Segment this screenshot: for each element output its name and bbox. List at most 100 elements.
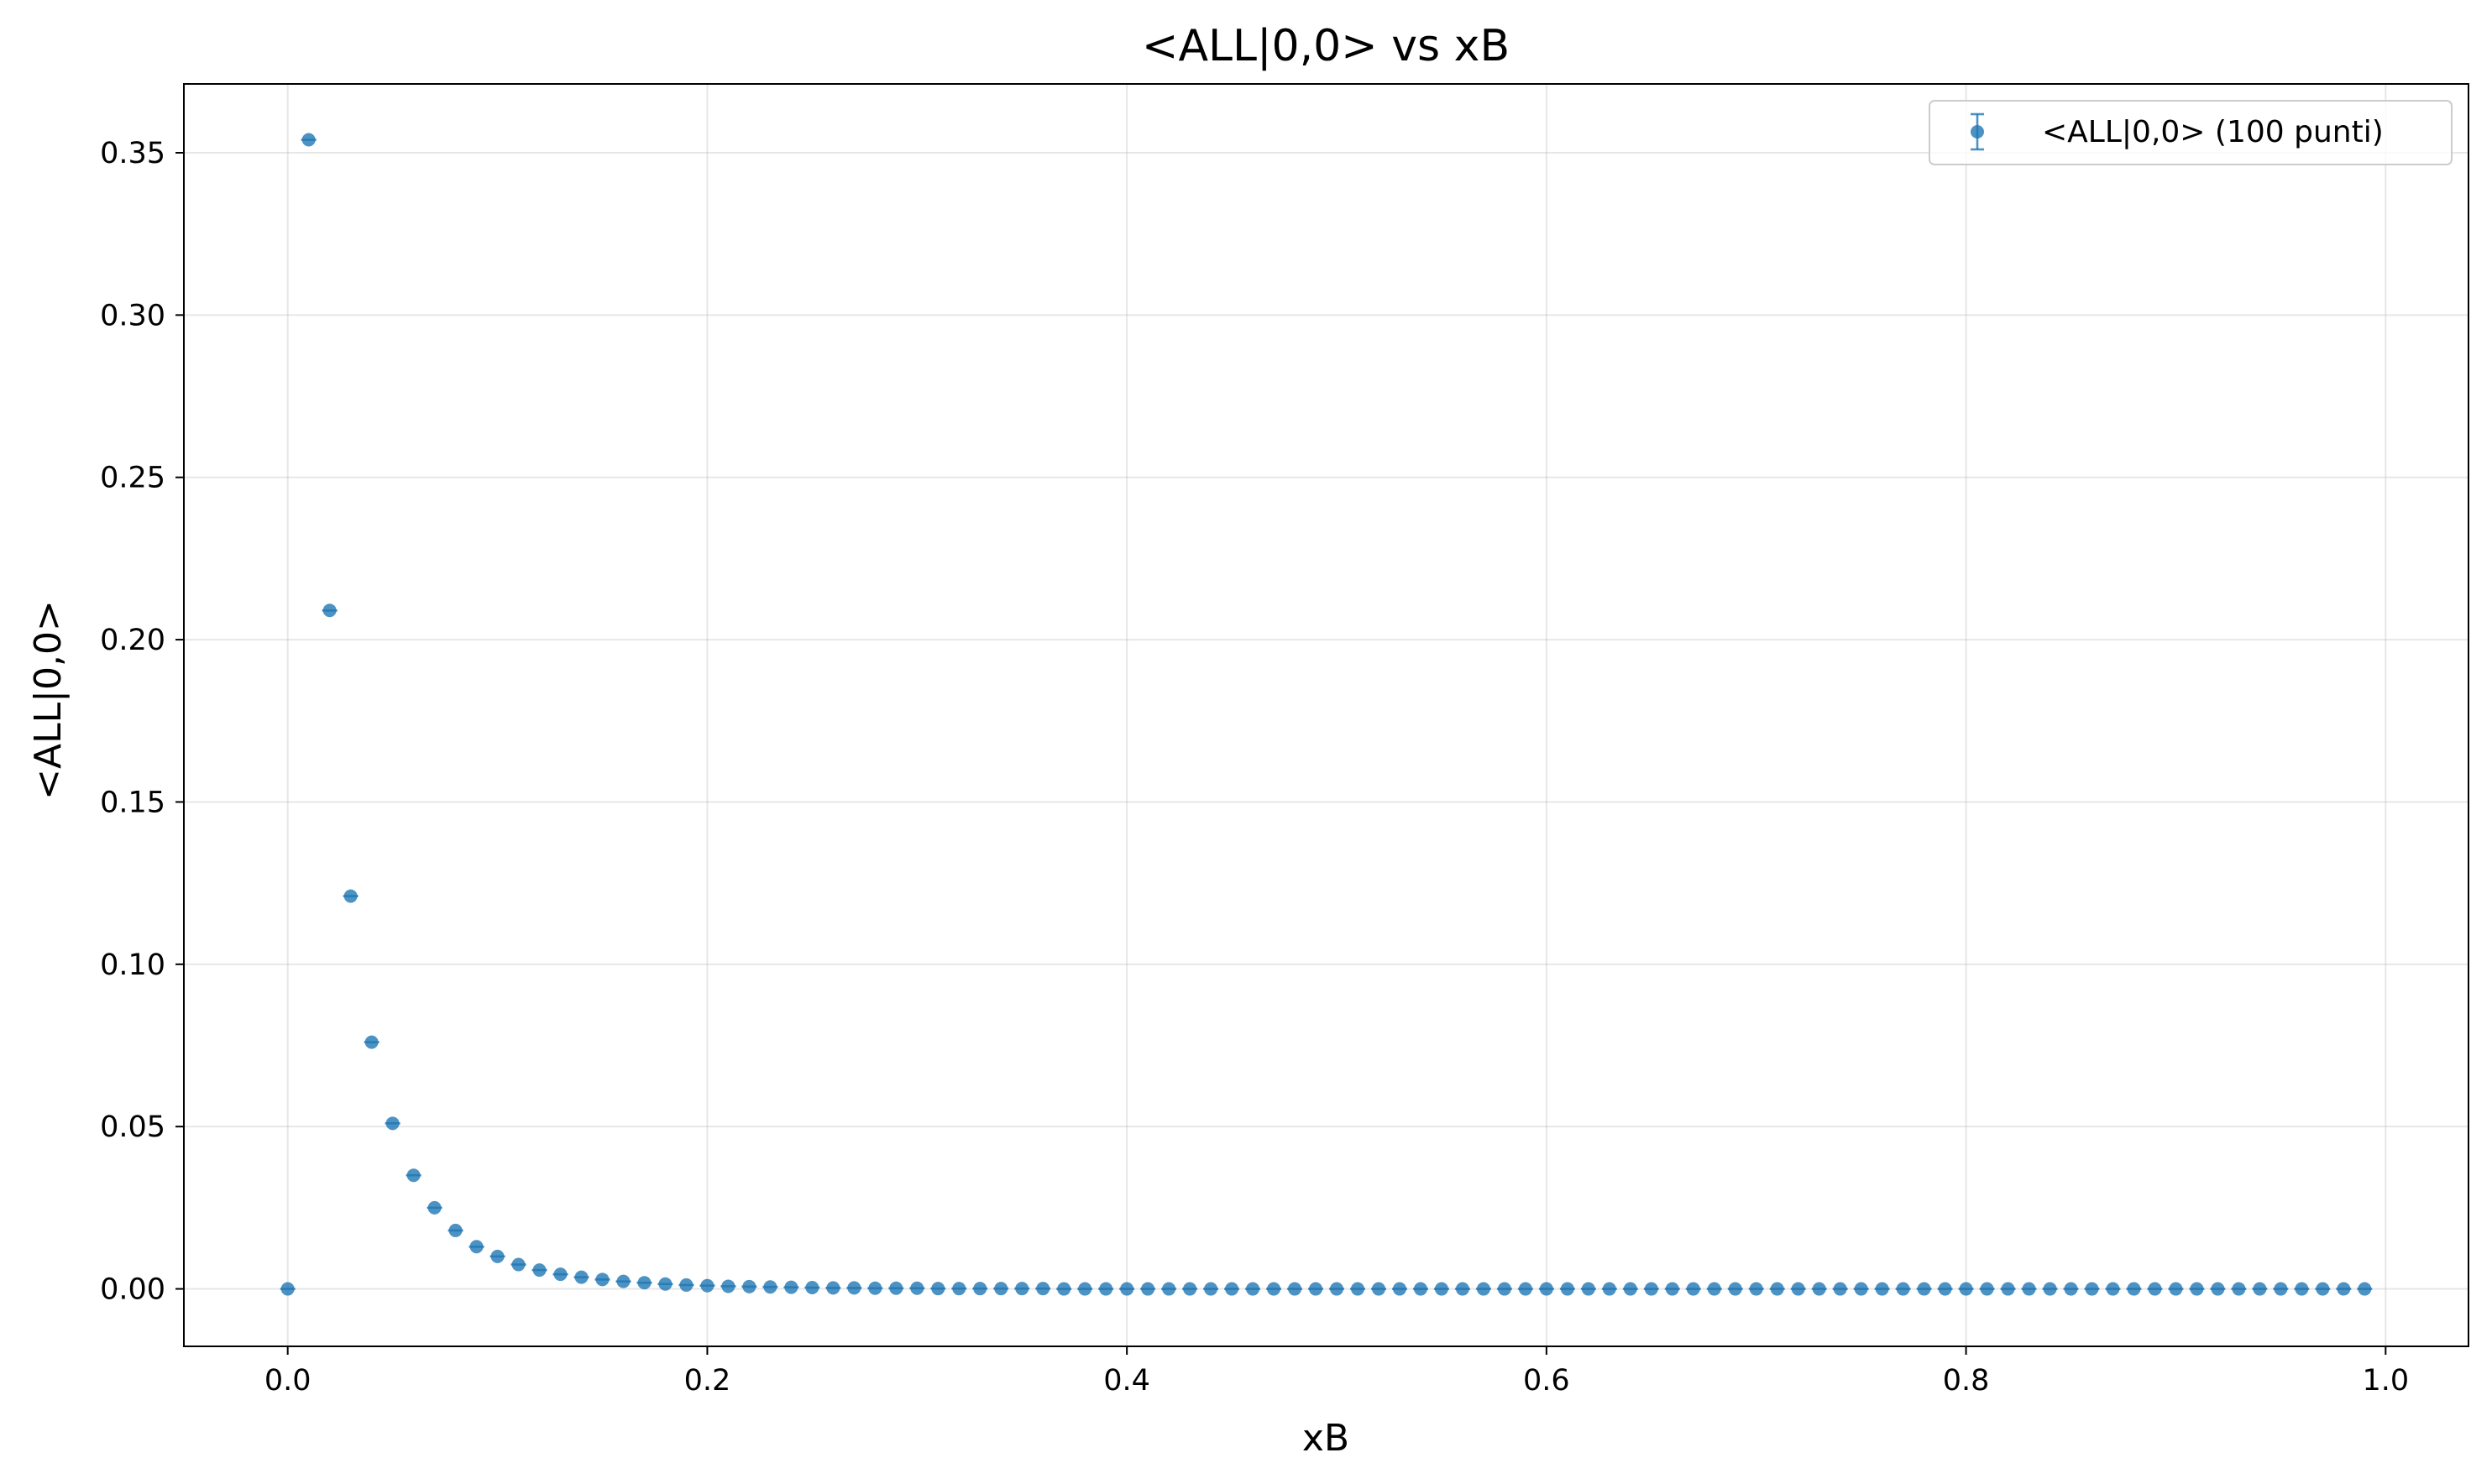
data-point [1413,1282,1427,1296]
data-point [1959,1282,1973,1296]
x-tick-label: 0.6 [1523,1364,1570,1398]
data-points [280,133,2373,1296]
y-tick-label: 0.00 [100,1273,165,1307]
data-point [889,1281,903,1295]
data-point [1728,1282,1742,1296]
y-tick-label: 0.25 [100,462,165,495]
data-point [2316,1282,2330,1296]
data-point [1120,1282,1134,1296]
data-point [1980,1282,1994,1296]
data-point [2127,1282,2141,1296]
x-axis-label: xB [1302,1417,1349,1460]
data-point [931,1282,945,1296]
data-point [427,1200,442,1215]
data-point [1204,1282,1218,1296]
data-point [2064,1282,2078,1296]
data-point [910,1281,924,1295]
x-tick-label: 0.8 [1943,1364,1990,1398]
data-point [784,1280,798,1294]
data-point [2190,1282,2204,1296]
data-point [2274,1282,2288,1296]
data-point [952,1282,966,1296]
data-point [1581,1282,1595,1296]
data-point [1246,1282,1260,1296]
data-point [2169,1282,2183,1296]
data-point [1350,1282,1364,1296]
y-tick-label: 0.10 [100,948,165,982]
data-point [1602,1282,1616,1296]
legend-box [1929,100,2453,165]
data-point [1036,1282,1050,1296]
data-point [1078,1282,1092,1296]
data-point [1833,1282,1847,1296]
data-point [2106,1282,2120,1296]
data-point [616,1274,631,1288]
data-point [1183,1282,1197,1296]
data-point [511,1257,526,1272]
data-point [490,1249,505,1263]
data-point [1225,1282,1239,1296]
data-point [700,1278,715,1293]
data-point [1644,1282,1658,1296]
data-point [280,1282,295,1296]
data-point [2232,1282,2246,1296]
data-point [1015,1282,1029,1296]
x-tick-label: 0.2 [684,1364,731,1398]
data-point [406,1168,421,1183]
data-point [301,133,316,147]
data-point [2001,1282,2015,1296]
data-point [763,1280,777,1294]
data-point [637,1276,652,1290]
data-point [1770,1282,1784,1296]
data-point [2358,1282,2372,1296]
data-point [1665,1282,1679,1296]
data-point [1791,1282,1805,1296]
data-point [532,1263,547,1278]
data-point [343,889,358,903]
data-point [1371,1282,1385,1296]
data-point [322,604,337,618]
y-tick-label: 0.35 [100,137,165,170]
data-point [2211,1282,2225,1296]
data-point [1162,1282,1176,1296]
data-point [1707,1282,1721,1296]
data-point [1623,1282,1637,1296]
data-point [553,1267,568,1282]
data-point [2295,1282,2309,1296]
data-point [1749,1282,1763,1296]
data-point [805,1281,819,1295]
data-point [1938,1282,1952,1296]
data-point [2022,1282,2036,1296]
data-point [1497,1282,1511,1296]
axis-ticks: 0.0 0.2 0.4 0.6 0.8 1.0 0.00 0.05 0.10 0.15 0.20 0.… [100,137,2409,1398]
data-point [1309,1282,1323,1296]
data-point [1288,1282,1302,1296]
data-point [1392,1282,1406,1296]
data-point [658,1277,673,1291]
data-point [847,1281,861,1295]
data-point [2043,1282,2057,1296]
data-point [679,1278,694,1292]
data-point [1875,1282,1889,1296]
data-point [1057,1282,1071,1296]
data-point [574,1270,589,1284]
data-point [448,1223,463,1237]
data-point [1434,1282,1448,1296]
x-tick-label: 0.0 [264,1364,312,1398]
data-point [1329,1282,1343,1296]
y-tick-label: 0.20 [100,624,165,657]
legend: <ALL|0,0> (100 punti) [1929,100,2453,165]
legend-label: <ALL|0,0> (100 punti) [2042,115,2384,149]
data-point [2337,1282,2351,1296]
data-point [595,1272,610,1287]
data-point [385,1116,400,1131]
data-point [364,1035,379,1049]
data-point [973,1282,987,1296]
data-point [1560,1282,1574,1296]
data-point [721,1279,736,1293]
data-point [1812,1282,1826,1296]
plot-area [183,83,2469,1347]
data-point [1455,1282,1469,1296]
